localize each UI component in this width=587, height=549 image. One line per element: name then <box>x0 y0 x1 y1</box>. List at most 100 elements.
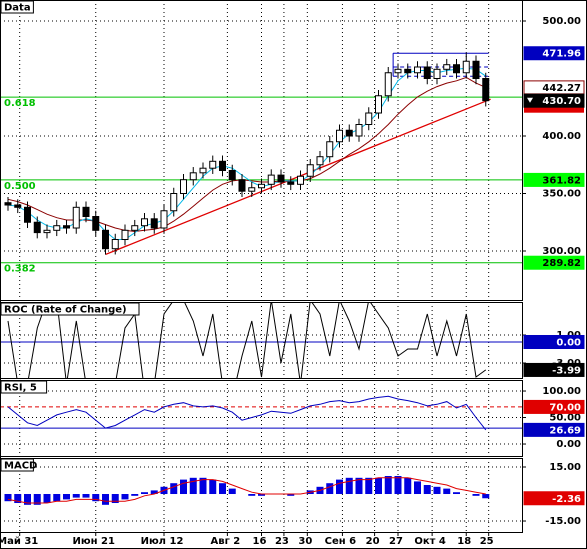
candle-body <box>131 225 139 231</box>
candle-body <box>355 124 363 137</box>
x-tick-label: Сен 6 <box>325 536 357 547</box>
x-tick-label: Окт 4 <box>414 536 446 547</box>
candle-body <box>43 229 51 234</box>
macd-bar <box>472 494 480 496</box>
macd-bar <box>365 477 373 495</box>
x-tick-label: 16 <box>253 536 267 547</box>
macd-bar <box>453 492 460 495</box>
macd-bar <box>394 476 402 495</box>
macd-bar <box>375 477 382 495</box>
candle-body <box>453 64 460 74</box>
price-tag-label: 289.82 <box>542 258 581 269</box>
macd-bar <box>219 483 226 495</box>
candle-body <box>141 218 148 227</box>
macd-bar <box>199 477 207 495</box>
panel-title: RSI, 5 <box>4 383 37 394</box>
macd-bar <box>24 494 31 505</box>
macd-bar <box>150 490 158 495</box>
candle-body <box>209 160 217 169</box>
price-tag-label: -3.99 <box>552 365 581 376</box>
macd-bar <box>433 486 441 495</box>
x-tick-label: 30 <box>298 536 312 547</box>
x-tick-label: Авг 2 <box>211 536 241 547</box>
candle-body <box>189 172 197 181</box>
candle-body <box>345 129 353 137</box>
y-tick-label: 300.00 <box>542 246 581 257</box>
candle-body <box>394 68 402 74</box>
candle-body <box>326 141 334 158</box>
macd-bar <box>43 494 51 504</box>
candle-body <box>375 95 382 114</box>
macd-bar <box>355 477 363 495</box>
macd-bar <box>14 494 22 504</box>
last-arrow <box>527 97 533 103</box>
macd-bar <box>102 494 109 505</box>
candle-body <box>287 181 295 185</box>
price-tag <box>523 399 585 414</box>
y-tick-label: 400.00 <box>542 131 581 142</box>
x-tick-label: 25 <box>480 536 494 547</box>
panel-plot <box>0 0 522 300</box>
price-tag-label: -2.36 <box>552 494 581 505</box>
panel-border <box>0 380 523 457</box>
candle-body <box>482 78 490 102</box>
macd-bar <box>404 477 412 495</box>
macd-bar <box>423 485 431 495</box>
panel-title-box <box>0 302 140 316</box>
price-tag <box>523 172 585 187</box>
macd-bar <box>121 494 129 500</box>
macd-bar <box>287 494 295 496</box>
price-tag <box>523 491 585 506</box>
macd-bar <box>482 494 490 499</box>
macd-bar <box>248 494 256 496</box>
candle-body <box>4 202 12 206</box>
macd-bar <box>414 481 421 495</box>
candle-body <box>14 204 22 208</box>
price-tag <box>523 362 585 377</box>
price-tag-label: 70.00 <box>549 402 581 413</box>
indicator-line <box>7 395 487 431</box>
candle-body <box>170 193 178 212</box>
macd-bar <box>72 494 80 498</box>
candle-body <box>63 225 70 229</box>
price-tag <box>523 255 585 270</box>
y-tick-label: 50.00 <box>549 413 581 424</box>
fib-label: 0.618 <box>4 98 36 109</box>
price-tag-label: 26.69 <box>549 425 581 436</box>
price-tag <box>523 422 585 437</box>
macd-bar <box>63 494 70 500</box>
panel-border <box>0 0 523 301</box>
y-tick-label: -15.00 <box>545 516 581 527</box>
price-tag-label: 471.96 <box>542 49 581 60</box>
panel-title-box <box>0 0 34 14</box>
candle-body <box>404 68 412 74</box>
y-tick-label: 350.00 <box>542 189 581 200</box>
macd-bar <box>141 492 148 495</box>
candle-body <box>238 179 246 192</box>
candle-body <box>277 174 285 183</box>
price-tag-label: 430.70 <box>542 96 581 107</box>
candle-body <box>33 221 41 234</box>
macd-bar <box>443 488 451 495</box>
panel-plot <box>0 380 522 456</box>
candle-body <box>472 60 480 80</box>
candle-body <box>160 210 168 229</box>
candle-body <box>306 164 314 177</box>
macd-bar <box>336 479 343 495</box>
candle-body <box>24 206 31 223</box>
price-tag-label: 0.00 <box>556 337 581 348</box>
macd-bar <box>170 483 178 495</box>
candle-body <box>180 179 187 195</box>
x-tick-label: Май 31 <box>0 536 38 547</box>
macd-bar <box>209 479 217 495</box>
panel-title: Data <box>4 3 31 14</box>
candle-body <box>423 66 431 80</box>
ma-slow <box>7 76 487 233</box>
macd-bar <box>33 494 41 505</box>
macd-bar <box>82 494 90 498</box>
macd-bar <box>4 494 12 502</box>
candle-body <box>384 72 392 97</box>
candle-body <box>462 60 470 74</box>
x-tick-label: 20 <box>366 536 380 547</box>
macd-bar <box>111 494 119 504</box>
